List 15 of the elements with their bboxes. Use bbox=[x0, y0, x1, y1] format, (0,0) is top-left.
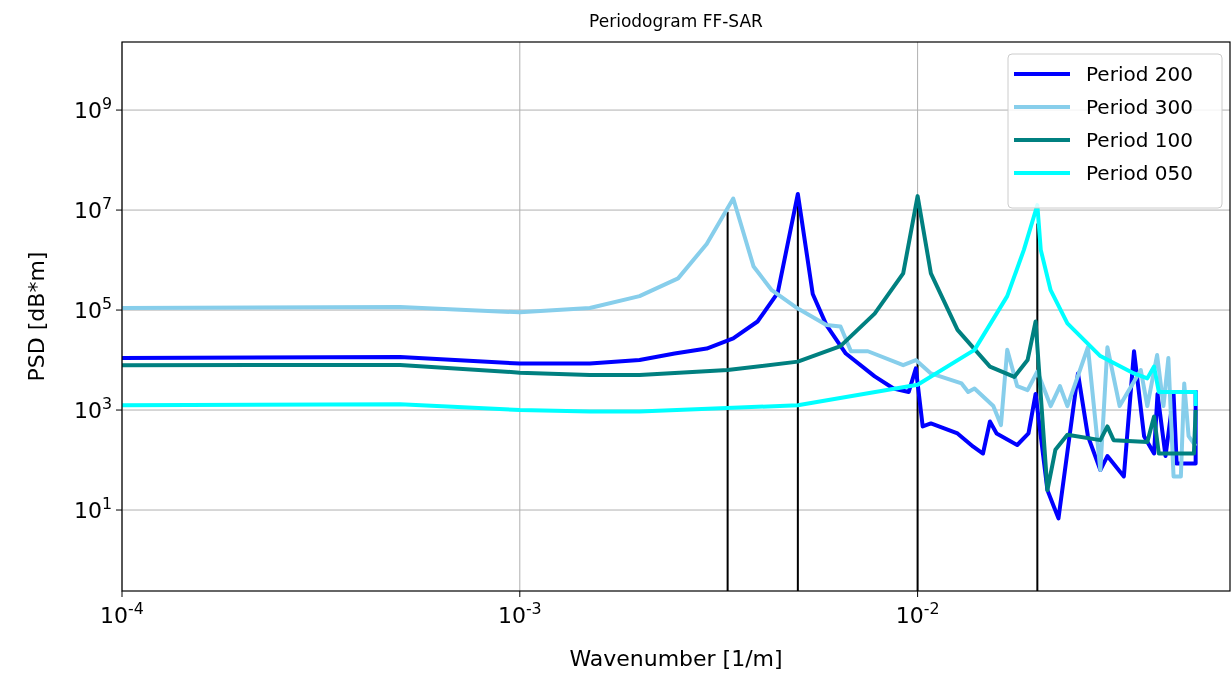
y-tick-label: 10$^{3}$ bbox=[73, 393, 112, 424]
x-tick-label: 10$^{-4}$ bbox=[100, 598, 144, 628]
y-tick-label: 10$^{9}$ bbox=[73, 93, 112, 124]
legend-label: Period 200 bbox=[1086, 62, 1193, 86]
legend-label: Period 300 bbox=[1086, 95, 1193, 119]
x-tick-label: 10$^{-2}$ bbox=[895, 598, 940, 628]
x-axis-title: Wavenumber [1/m] bbox=[569, 646, 783, 671]
y-axis-title: PSD [dB*m] bbox=[24, 251, 49, 382]
legend-label: Period 100 bbox=[1086, 128, 1193, 152]
y-tick-label: 10$^{7}$ bbox=[73, 193, 112, 224]
x-tick-label: 10$^{-3}$ bbox=[497, 598, 542, 628]
chart-title: Periodogram FF-SAR bbox=[589, 11, 764, 31]
y-tick-label: 10$^{5}$ bbox=[73, 293, 112, 324]
y-tick-label: 10$^{1}$ bbox=[73, 493, 112, 524]
legend-label: Period 050 bbox=[1086, 161, 1193, 185]
